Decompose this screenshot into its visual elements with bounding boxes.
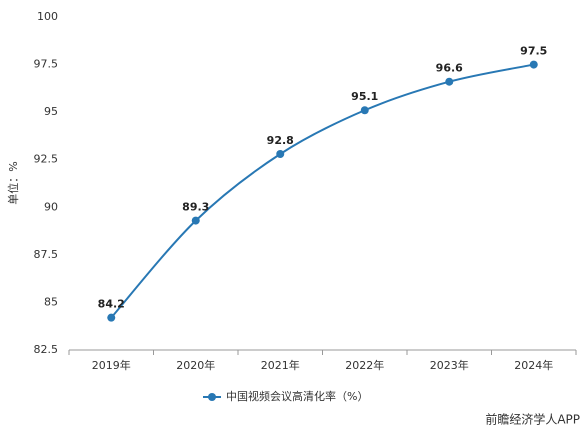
y-tick-label: 85	[44, 295, 58, 308]
y-tick-label: 100	[37, 10, 58, 23]
point	[107, 313, 116, 322]
value-label: 97.5	[520, 45, 547, 58]
y-tick-label: 92.5	[34, 153, 59, 166]
source: 前瞻经济学人APP	[485, 412, 580, 427]
y-tick-label: 95	[44, 105, 58, 118]
x-tick-label: 2019年	[92, 358, 131, 372]
point	[276, 150, 285, 159]
value-label: 84.2	[98, 298, 125, 311]
x-tick-label: 2023年	[430, 358, 469, 372]
point	[445, 77, 454, 86]
y-tick-label: 90	[44, 200, 58, 213]
x-tick-label: 2022年	[345, 358, 384, 372]
y-tick-label: 87.5	[34, 248, 59, 261]
x-tick-label: 2024年	[514, 358, 553, 372]
x-tick-label: 2021年	[261, 358, 300, 372]
value-label: 92.8	[267, 134, 294, 147]
legend-marker	[208, 393, 216, 401]
y-axis-label: 单位：%	[6, 161, 20, 204]
legend-label: 中国视频会议高清化率（%）	[226, 389, 368, 403]
x-tick-label: 2020年	[176, 358, 215, 372]
value-label: 96.6	[436, 62, 463, 75]
value-label: 95.1	[351, 90, 378, 103]
y-tick-label: 82.5	[34, 343, 59, 356]
value-label: 89.3	[182, 201, 209, 214]
y-tick-label: 97.5	[34, 58, 59, 71]
point	[360, 106, 369, 115]
point	[191, 216, 200, 225]
point	[529, 60, 538, 69]
line	[110, 63, 534, 319]
